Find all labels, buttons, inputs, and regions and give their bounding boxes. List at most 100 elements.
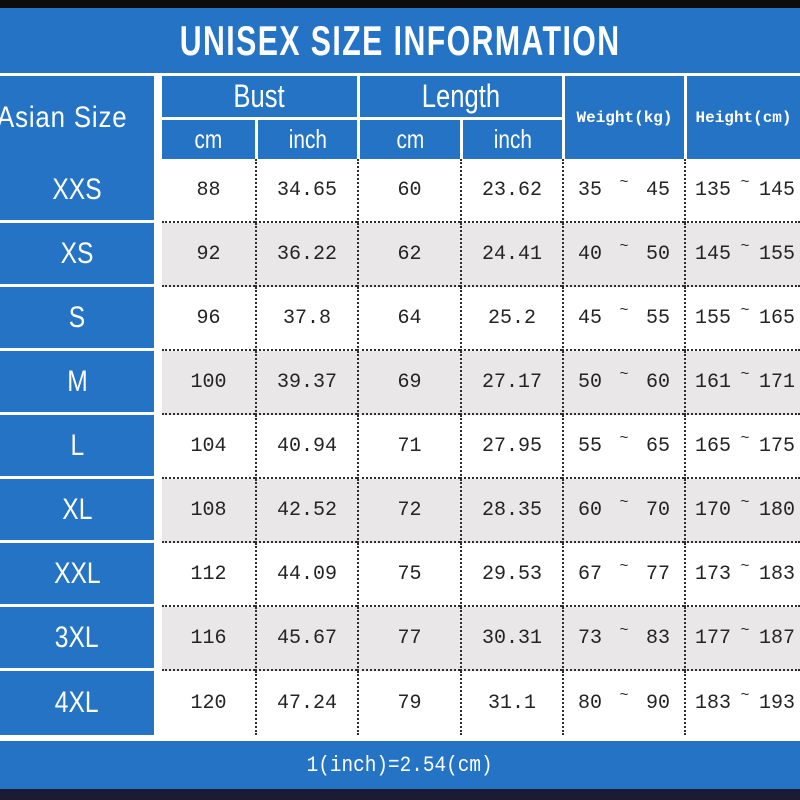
length-inch-cell: 27.95 [460,415,562,479]
length-cm-cell: 77 [357,607,460,671]
tilde-separator: ~ [740,173,750,191]
height-range-cell: 145 ~155 [684,223,800,287]
weight-range-cell: 40 ~50 [562,223,684,287]
height-header: Height(cm) [684,76,800,159]
height-range-cell: 161 ~171 [684,351,800,415]
bust-inch-cell: 42.52 [255,479,357,543]
weight-range-cell: 73 ~83 [562,607,684,671]
tilde-separator: ~ [619,621,629,639]
weight-max: 45 [645,178,670,202]
size-cell: 3XL [0,607,154,671]
bust-group-label: Bust [233,78,286,114]
column-gutter [154,351,162,415]
length-cm-cell: 69 [357,351,460,415]
height-range-cell: 155 ~165 [684,287,800,351]
bust-cm-cell: 96 [162,287,255,351]
column-gutter [154,479,162,543]
height-min: 165 [695,434,732,458]
conversion-footer: 1(inch)=2.54(cm) [0,741,800,789]
tilde-separator: ~ [619,493,629,511]
length-cm-cell: 62 [357,223,460,287]
length-cm-cell: 60 [357,159,460,223]
height-min: 145 [695,242,732,266]
tilde-separator: ~ [619,237,629,255]
weight-max: 60 [645,370,670,394]
height-max: 193 [758,691,795,715]
tilde-separator: ~ [740,301,750,319]
bust-inch-cell: 45.67 [255,607,357,671]
height-range-cell: 177 ~187 [684,607,800,671]
size-cell: XL [0,479,154,543]
tilde-separator: ~ [740,429,750,447]
column-gutter [154,671,162,735]
top-border-bar [0,0,800,8]
bust-inch-cell: 44.09 [255,543,357,607]
height-min: 173 [695,562,732,586]
corner-header-label: Asian Size [0,100,128,134]
weight-header-label: Weight(kg) [576,108,673,127]
bust-inch-cell: 34.65 [255,159,357,223]
height-range-cell: 173 ~183 [684,543,800,607]
size-cell: S [0,287,154,351]
size-label: XXL [53,556,101,590]
height-range-cell: 165 ~175 [684,415,800,479]
weight-max: 55 [645,306,670,330]
length-cm-label: cm [396,124,424,154]
length-cm-cell: 79 [357,671,460,735]
weight-min: 67 [578,562,603,586]
size-label: XXS [52,172,102,206]
weight-min: 35 [578,178,603,202]
weight-range-cell: 45 ~55 [562,287,684,351]
height-min: 183 [695,691,732,715]
footer-gap [0,735,800,741]
height-max: 145 [758,178,795,202]
bust-cm-cell: 104 [162,415,255,479]
table-header: Asian Size Bust Length Weight(kg) Height… [0,76,800,159]
size-label: 4XL [55,686,99,719]
weight-min: 60 [578,498,603,522]
tilde-separator: ~ [619,173,629,191]
bust-cm-cell: 100 [162,351,255,415]
tilde-separator: ~ [619,365,629,383]
bust-inch-label: inch [288,124,327,154]
height-min: 155 [695,306,732,330]
length-inch-cell: 23.62 [460,159,562,223]
bust-cm-cell: 108 [162,479,255,543]
tilde-separator: ~ [619,557,629,575]
weight-min: 45 [578,306,603,330]
size-label: S [68,300,86,334]
column-gutter [154,159,162,223]
bust-inch-cell: 47.24 [255,671,357,735]
bust-inch-cell: 37.8 [255,287,357,351]
conversion-note: 1(inch)=2.54(cm) [307,752,493,778]
bust-cm-cell: 92 [162,223,255,287]
column-gutter [154,607,162,671]
size-cell: XS [0,223,154,287]
length-inch-cell: 24.41 [460,223,562,287]
length-cm-cell: 64 [357,287,460,351]
corner-header-cell: Asian Size [0,76,154,159]
height-max: 187 [758,626,795,650]
bust-cm-subheader: cm [162,120,255,159]
weight-max: 83 [645,626,670,650]
length-group-header: Length [357,76,562,120]
size-cell: M [0,351,154,415]
tilde-separator: ~ [740,237,750,255]
bust-cm-cell: 112 [162,543,255,607]
size-label: XS [60,236,94,270]
table-body: XXS 88 34.65 60 23.62 35 ~45 135 ~145 XS 9… [0,159,800,735]
height-min: 161 [695,370,732,394]
tilde-separator: ~ [619,429,629,447]
bust-cm-cell: 120 [162,671,255,735]
bust-inch-cell: 40.94 [255,415,357,479]
height-max: 155 [758,242,795,266]
page-title: UNISEX SIZE INFORMATION [179,16,621,64]
height-min: 177 [695,626,732,650]
height-max: 183 [758,562,795,586]
size-cell: XXS [0,159,154,223]
length-inch-cell: 28.35 [460,479,562,543]
weight-min: 73 [578,626,603,650]
size-label: 3XL [55,620,99,654]
length-inch-cell: 29.53 [460,543,562,607]
tilde-separator: ~ [740,686,750,704]
